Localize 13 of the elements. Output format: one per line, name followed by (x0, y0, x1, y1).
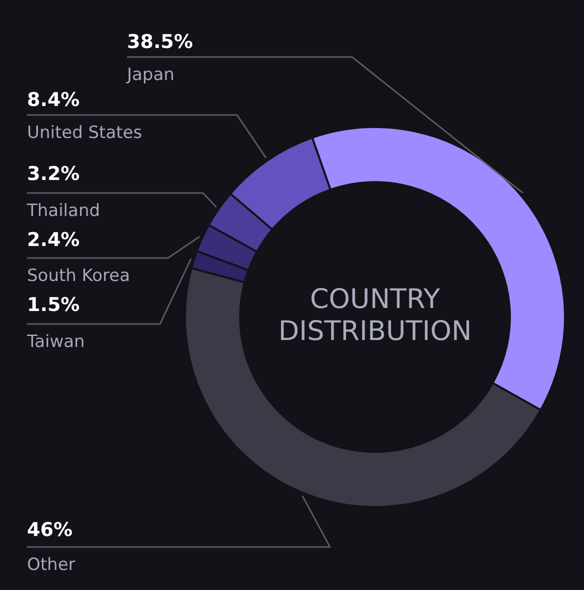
data-label: 1.5% (27, 294, 80, 316)
data-label: 2.4% (27, 229, 80, 251)
data-label: 46% (27, 519, 72, 541)
slice-label: Japan (126, 65, 174, 85)
data-label: 8.4% (27, 89, 80, 111)
data-label: 3.2% (27, 163, 80, 185)
slice-label: Taiwan (26, 332, 85, 352)
slice-label: United States (27, 123, 142, 143)
data-label: 38.5% (127, 31, 193, 53)
slice-label: Thailand (26, 201, 100, 221)
slice-label: Other (27, 555, 76, 575)
slice-label: South Korea (27, 266, 130, 286)
text: COUNTRY DISTRIBUTION (278, 284, 472, 348)
